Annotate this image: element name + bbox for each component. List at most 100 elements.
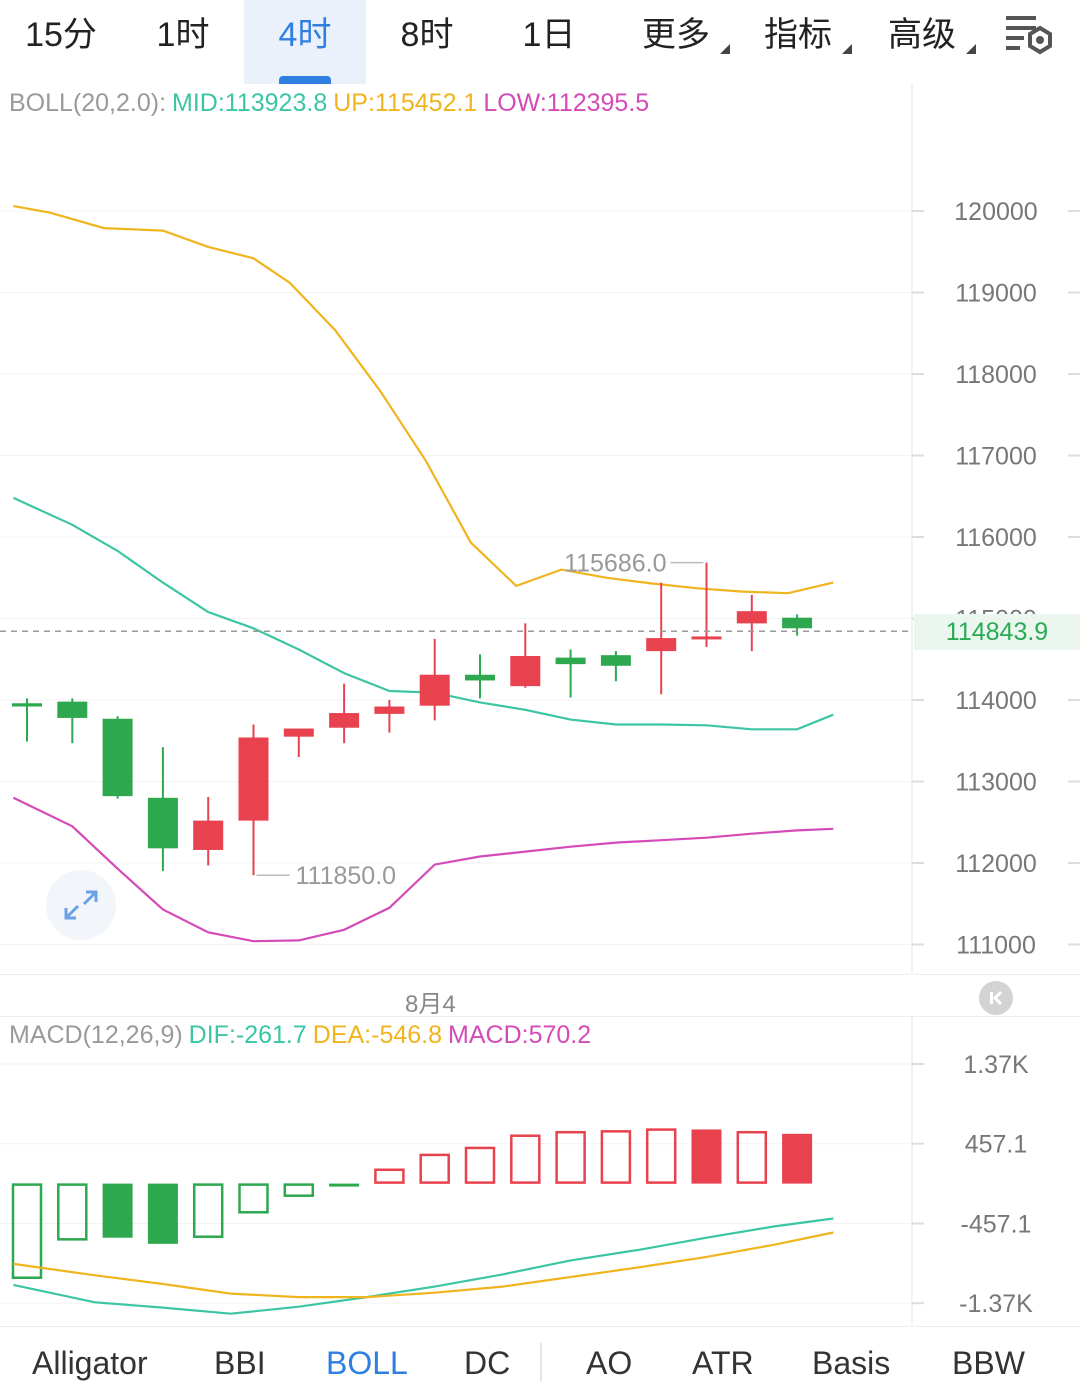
tab-dc[interactable]: DC (464, 1327, 510, 1396)
dropdown-caret-icon (720, 44, 730, 54)
macd-histogram-bar (283, 1183, 315, 1197)
macd-chart[interactable]: 1.37K 457.1 -457.1 -1.37K (0, 1016, 1080, 1326)
active-tab-indicator (279, 76, 331, 84)
tab-label: DC (464, 1345, 511, 1381)
tab-advanced[interactable]: 高级 (876, 0, 976, 84)
price-chart[interactable]: 1200001190001180001170001160001150001140… (0, 0, 1080, 975)
boll-legend: BOLL(20,2.0): MID:113923.8 UP:115452.1 LOW:… (9, 89, 655, 118)
macd-histogram-bar (102, 1183, 133, 1238)
tab-indicators[interactable]: 指标 (752, 0, 852, 84)
tab-atr[interactable]: ATR (692, 1327, 754, 1396)
tab-label: 高级 (888, 16, 956, 54)
expand-chart-button[interactable] (46, 870, 116, 940)
tab-bbi[interactable]: BBI (214, 1327, 266, 1396)
macd-histogram-bar (329, 1183, 360, 1187)
tab-basis[interactable]: Basis (812, 1327, 890, 1396)
tab-label: 15分 (25, 16, 97, 54)
tab-label: AO (586, 1345, 633, 1381)
indicator-tabbar: Alligator BBI BOLL DC AO ATR Basis BBW (0, 1326, 1080, 1396)
tab-8h[interactable]: 8时 (366, 0, 488, 84)
y-axis-tick-label: 111000 (956, 932, 1036, 960)
scroll-to-latest-button[interactable] (979, 981, 1013, 1015)
macd-axis-tick-label: -457.1 (961, 1211, 1032, 1239)
tab-label: ATR (692, 1345, 754, 1381)
candle-body (238, 737, 269, 821)
tab-1d[interactable]: 1日 (488, 0, 610, 84)
macd-histogram-bar (147, 1183, 178, 1244)
macd-axis-tick-label: 1.37K (963, 1051, 1029, 1079)
candle-body (57, 701, 88, 718)
chart-settings-icon[interactable] (1000, 10, 1060, 66)
tab-label: BOLL (326, 1345, 408, 1381)
tab-more[interactable]: 更多 (630, 0, 730, 84)
candle-body (782, 617, 813, 629)
candle-body (600, 655, 631, 666)
tab-label: 1日 (522, 16, 576, 54)
y-axis-tick-label: 117000 (955, 443, 1037, 471)
macd-histogram-bar (374, 1168, 405, 1184)
tab-label: 指标 (764, 16, 832, 54)
macd-histogram-bar (11, 1183, 43, 1280)
macd-histogram-bar (510, 1134, 541, 1184)
y-axis-tick-label: 113000 (955, 769, 1037, 797)
macd-histogram-bar (464, 1146, 496, 1184)
macd-histogram-bar (691, 1129, 722, 1184)
boll-legend-name: BOLL(20,2.0): (9, 89, 167, 117)
candle-body (646, 638, 677, 652)
macd-dea-line (13, 1231, 834, 1299)
candle-body (691, 636, 722, 640)
macd-histogram-bar (736, 1130, 768, 1184)
candle-body (555, 657, 586, 665)
tab-15min[interactable]: 15分 (0, 0, 122, 84)
candle-body (102, 718, 133, 797)
tab-boll[interactable]: BOLL (326, 1327, 408, 1396)
y-axis-tick-label: 120000 (954, 198, 1037, 226)
macd-legend-macd: MACD:570.2 (448, 1021, 592, 1049)
boll-upper-band (13, 205, 834, 595)
date-axis-label: 8月4 (405, 991, 456, 1018)
macd-histogram-bar (782, 1133, 813, 1184)
y-axis-tick-label: 112000 (955, 850, 1037, 878)
rewind-icon (990, 990, 1003, 1006)
macd-dif-line (13, 1217, 834, 1315)
macd-legend-dea: DEA:-546.8 (312, 1021, 443, 1049)
tab-label: 8时 (400, 16, 454, 54)
tab-divider (540, 1343, 542, 1381)
candle-body (329, 713, 360, 728)
current-price-label: 114843.9 (914, 614, 1080, 650)
tab-bbw[interactable]: BBW (952, 1327, 1025, 1396)
boll-lower-band (12, 796, 834, 943)
tab-label: 更多 (642, 16, 710, 54)
macd-histogram-bar (600, 1130, 632, 1184)
candle-body (736, 611, 767, 624)
tab-label: 4时 (278, 16, 332, 54)
macd-legend-name: MACD(12,26,9) (9, 1021, 183, 1049)
tab-label: Basis (812, 1345, 891, 1381)
candle-body (419, 674, 450, 706)
boll-legend-mid: MID:113923.8 (172, 89, 328, 117)
tab-alligator[interactable]: Alligator (32, 1327, 148, 1396)
candle-body (147, 797, 178, 849)
dropdown-caret-icon (966, 44, 976, 54)
tab-ao[interactable]: AO (586, 1327, 632, 1396)
tab-4h[interactable]: 4时 (244, 0, 366, 84)
tab-label: 1时 (156, 16, 210, 54)
macd-legend: MACD(12,26,9) DIF:-261.7 DEA:-546.8 MACD:57… (9, 1021, 597, 1050)
macd-histogram-bar (57, 1183, 88, 1241)
timeframe-tabbar: 15分 1时 4时 8时 1日 更多 指标 高级 (0, 0, 1080, 84)
macd-histogram-bar (192, 1183, 224, 1238)
tab-1h[interactable]: 1时 (122, 0, 244, 84)
candle-body (374, 706, 405, 714)
expand-icon (64, 890, 98, 920)
high-price-annotation: 115686.0 (564, 550, 666, 578)
macd-histogram-bar (645, 1128, 677, 1184)
y-axis-tick-label: 119000 (955, 280, 1037, 308)
macd-axis-tick-label: 457.1 (965, 1131, 1028, 1159)
candle-body (283, 728, 314, 737)
candle-body (465, 674, 495, 681)
macd-histogram-bar (555, 1130, 586, 1184)
y-axis-tick-label: 114000 (955, 687, 1037, 715)
tab-label: Alligator (32, 1345, 148, 1381)
macd-histogram-bar (419, 1153, 450, 1184)
tab-label: BBW (952, 1345, 1025, 1381)
